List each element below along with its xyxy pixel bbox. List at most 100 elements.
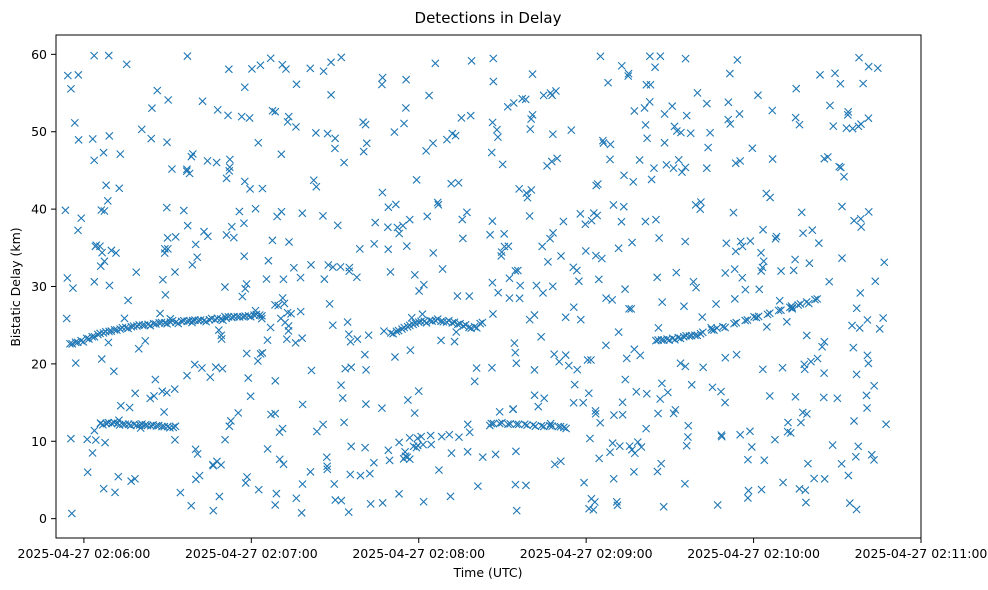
noise-point — [437, 336, 446, 345]
noise-point — [873, 64, 882, 73]
noise-point — [712, 300, 721, 308]
noise-point — [801, 498, 810, 507]
noise-point — [322, 453, 331, 462]
noise-point — [345, 267, 354, 276]
noise-point — [864, 62, 873, 71]
noise-point — [183, 52, 192, 61]
noise-point — [671, 405, 680, 414]
noise-point — [598, 136, 607, 145]
noise-point — [505, 274, 514, 283]
noise-point — [141, 336, 150, 345]
noise-point — [717, 431, 726, 440]
noise-point — [266, 54, 275, 63]
noise-point — [458, 215, 467, 224]
noise-point — [158, 387, 167, 396]
noise-point — [724, 98, 733, 107]
noise-point — [362, 139, 371, 148]
noise-point — [581, 247, 590, 255]
noise-point — [412, 175, 421, 184]
noise-point — [62, 314, 71, 323]
noise-point — [275, 428, 284, 437]
noise-point — [365, 469, 374, 478]
noise-point — [808, 226, 817, 235]
noise-point — [591, 409, 600, 418]
noise-point — [857, 223, 866, 231]
noise-point — [488, 309, 497, 318]
noise-point — [327, 58, 336, 67]
data-point — [732, 318, 741, 327]
noise-point — [835, 162, 844, 171]
noise-point — [429, 248, 438, 257]
noise-point — [164, 95, 173, 104]
noise-point — [90, 51, 99, 60]
noise-point — [296, 273, 305, 282]
data-point — [743, 316, 752, 325]
noise-point — [187, 501, 196, 510]
noise-point — [104, 51, 113, 60]
noise-point — [789, 266, 798, 275]
noise-point — [427, 440, 436, 449]
noise-point — [445, 430, 454, 439]
noise-point — [726, 119, 735, 128]
y-tick-label: 0 — [39, 511, 47, 526]
noise-point — [585, 434, 594, 443]
noise-point — [735, 109, 744, 118]
noise-point — [137, 125, 146, 134]
data-point — [810, 295, 819, 304]
noise-point — [864, 359, 873, 368]
noise-point — [856, 288, 865, 297]
noise-point — [493, 133, 502, 142]
noise-point — [581, 220, 590, 229]
data-point — [403, 322, 412, 331]
noise-point — [256, 61, 265, 70]
noise-point — [856, 214, 865, 223]
noise-point — [323, 465, 332, 474]
noise-point — [679, 302, 688, 311]
noise-point — [508, 405, 517, 414]
data-point — [545, 421, 554, 430]
noise-point — [206, 373, 215, 382]
noise-point — [452, 328, 461, 337]
noise-point — [470, 377, 479, 386]
noise-point — [343, 318, 352, 327]
noise-point — [229, 233, 238, 242]
noise-point — [403, 396, 412, 405]
noise-point — [190, 360, 199, 369]
noise-point — [66, 434, 75, 443]
noise-point — [296, 307, 305, 316]
noise-point — [492, 125, 501, 134]
noise-point — [657, 379, 666, 388]
noise-point — [760, 456, 769, 465]
data-point — [504, 420, 513, 429]
noise-point — [241, 478, 250, 487]
noise-point — [400, 119, 409, 128]
noise-point — [629, 467, 638, 476]
noise-point — [706, 128, 715, 137]
noise-point — [158, 275, 167, 284]
noise-point — [801, 486, 810, 495]
noise-point — [377, 404, 386, 413]
noise-point — [70, 118, 79, 127]
noise-point — [425, 91, 434, 100]
y-tick-label: 40 — [31, 202, 47, 217]
noise-point — [217, 331, 226, 340]
noise-point — [597, 254, 606, 263]
noise-point — [573, 365, 582, 374]
noise-point — [596, 52, 605, 61]
noise-point — [778, 363, 787, 372]
noise-point — [344, 508, 353, 517]
noise-point — [131, 389, 140, 398]
noise-point — [114, 472, 123, 481]
noise-point — [378, 188, 387, 197]
noise-point — [825, 101, 834, 110]
noise-point — [153, 86, 162, 95]
noise-point — [318, 211, 327, 220]
noise-point — [500, 229, 509, 238]
noise-point — [271, 300, 279, 309]
noise-point — [670, 122, 679, 131]
noise-point — [224, 111, 232, 120]
noise-point — [816, 70, 825, 79]
x-tick-label: 2025-04-27 02:11:00 — [855, 546, 988, 561]
noise-point — [347, 363, 356, 372]
noise-point — [609, 200, 618, 209]
